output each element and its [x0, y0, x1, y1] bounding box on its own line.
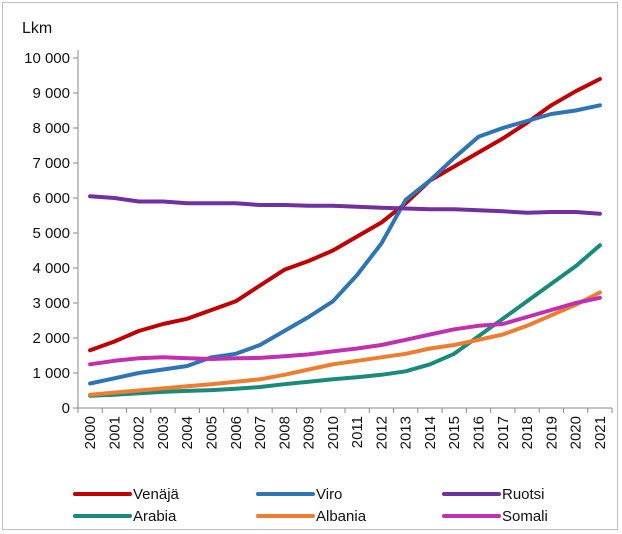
x-tick-label: 2000 — [82, 416, 99, 449]
x-tick-label: 2002 — [131, 416, 148, 449]
x-tick-label: 2007 — [252, 416, 269, 449]
x-tick-label: 2006 — [228, 416, 245, 449]
legend-label: Viro — [316, 486, 342, 503]
x-tick-label: 2021 — [592, 416, 609, 449]
x-tick-label: 2013 — [398, 416, 415, 449]
x-tick-label: 2001 — [106, 416, 123, 449]
y-tick-label: 3 000 — [32, 295, 70, 312]
x-tick-label: 2011 — [349, 416, 366, 448]
y-tick-label: 4 000 — [32, 260, 70, 277]
legend-label: Albania — [316, 508, 367, 525]
y-axis: 0 1 000 2 000 3 000 4 000 5 000 6 000 7 000 8 00… — [24, 50, 79, 417]
series-line-ven-j- — [88, 77, 602, 353]
x-tick-label: 2009 — [301, 416, 318, 449]
x-tick-label: 2008 — [276, 416, 293, 449]
y-tick-label: 5 000 — [32, 225, 70, 242]
x-tick-label: 2012 — [373, 416, 390, 449]
series-line-albania — [88, 290, 602, 397]
x-axis: 2000 2001 2002 2003 2004 2005 2006 2007 2008 2009… — [77, 407, 613, 449]
x-tick-label: 2004 — [179, 416, 196, 449]
series-line-somali — [88, 295, 602, 367]
legend-label: Ruotsi — [502, 486, 545, 503]
x-tick-label: 2020 — [568, 416, 585, 449]
y-tick-label: 9 000 — [32, 85, 70, 102]
y-tick-label: 2 000 — [32, 330, 70, 347]
x-tick-label: 2003 — [155, 416, 172, 449]
y-tick-label: 10 000 — [24, 50, 70, 67]
x-tick-label: 2005 — [204, 416, 221, 449]
x-tick-label: 2016 — [471, 416, 488, 449]
legend-label: Venäjä — [133, 486, 180, 503]
y-tick-label: 7 000 — [32, 155, 70, 172]
legend-label: Somali — [502, 508, 548, 525]
y-tick-label: 6 000 — [32, 190, 70, 207]
y-tick-label: 8 000 — [32, 120, 70, 137]
x-tick-label: 2019 — [543, 416, 560, 449]
x-tick-label: 2010 — [325, 416, 342, 449]
chart-frame — [2, 2, 618, 530]
x-tick-label: 2017 — [495, 416, 512, 449]
y-axis-unit-label: Lkm — [22, 20, 52, 37]
legend-label: Arabia — [133, 508, 177, 525]
x-tick-label: 2014 — [422, 416, 439, 449]
y-tick-label: 0 — [62, 400, 70, 417]
series-lines — [88, 77, 602, 398]
series-line-viro — [88, 103, 602, 386]
legend: Venäjä Viro Ruotsi Arabia Albania Somali — [73, 486, 548, 525]
y-tick-label: 1 000 — [32, 365, 70, 382]
x-tick-label: 2018 — [519, 416, 536, 449]
series-line-arabia — [88, 243, 602, 398]
series-line-ruotsi — [88, 194, 602, 216]
x-tick-label: 2015 — [446, 416, 463, 449]
